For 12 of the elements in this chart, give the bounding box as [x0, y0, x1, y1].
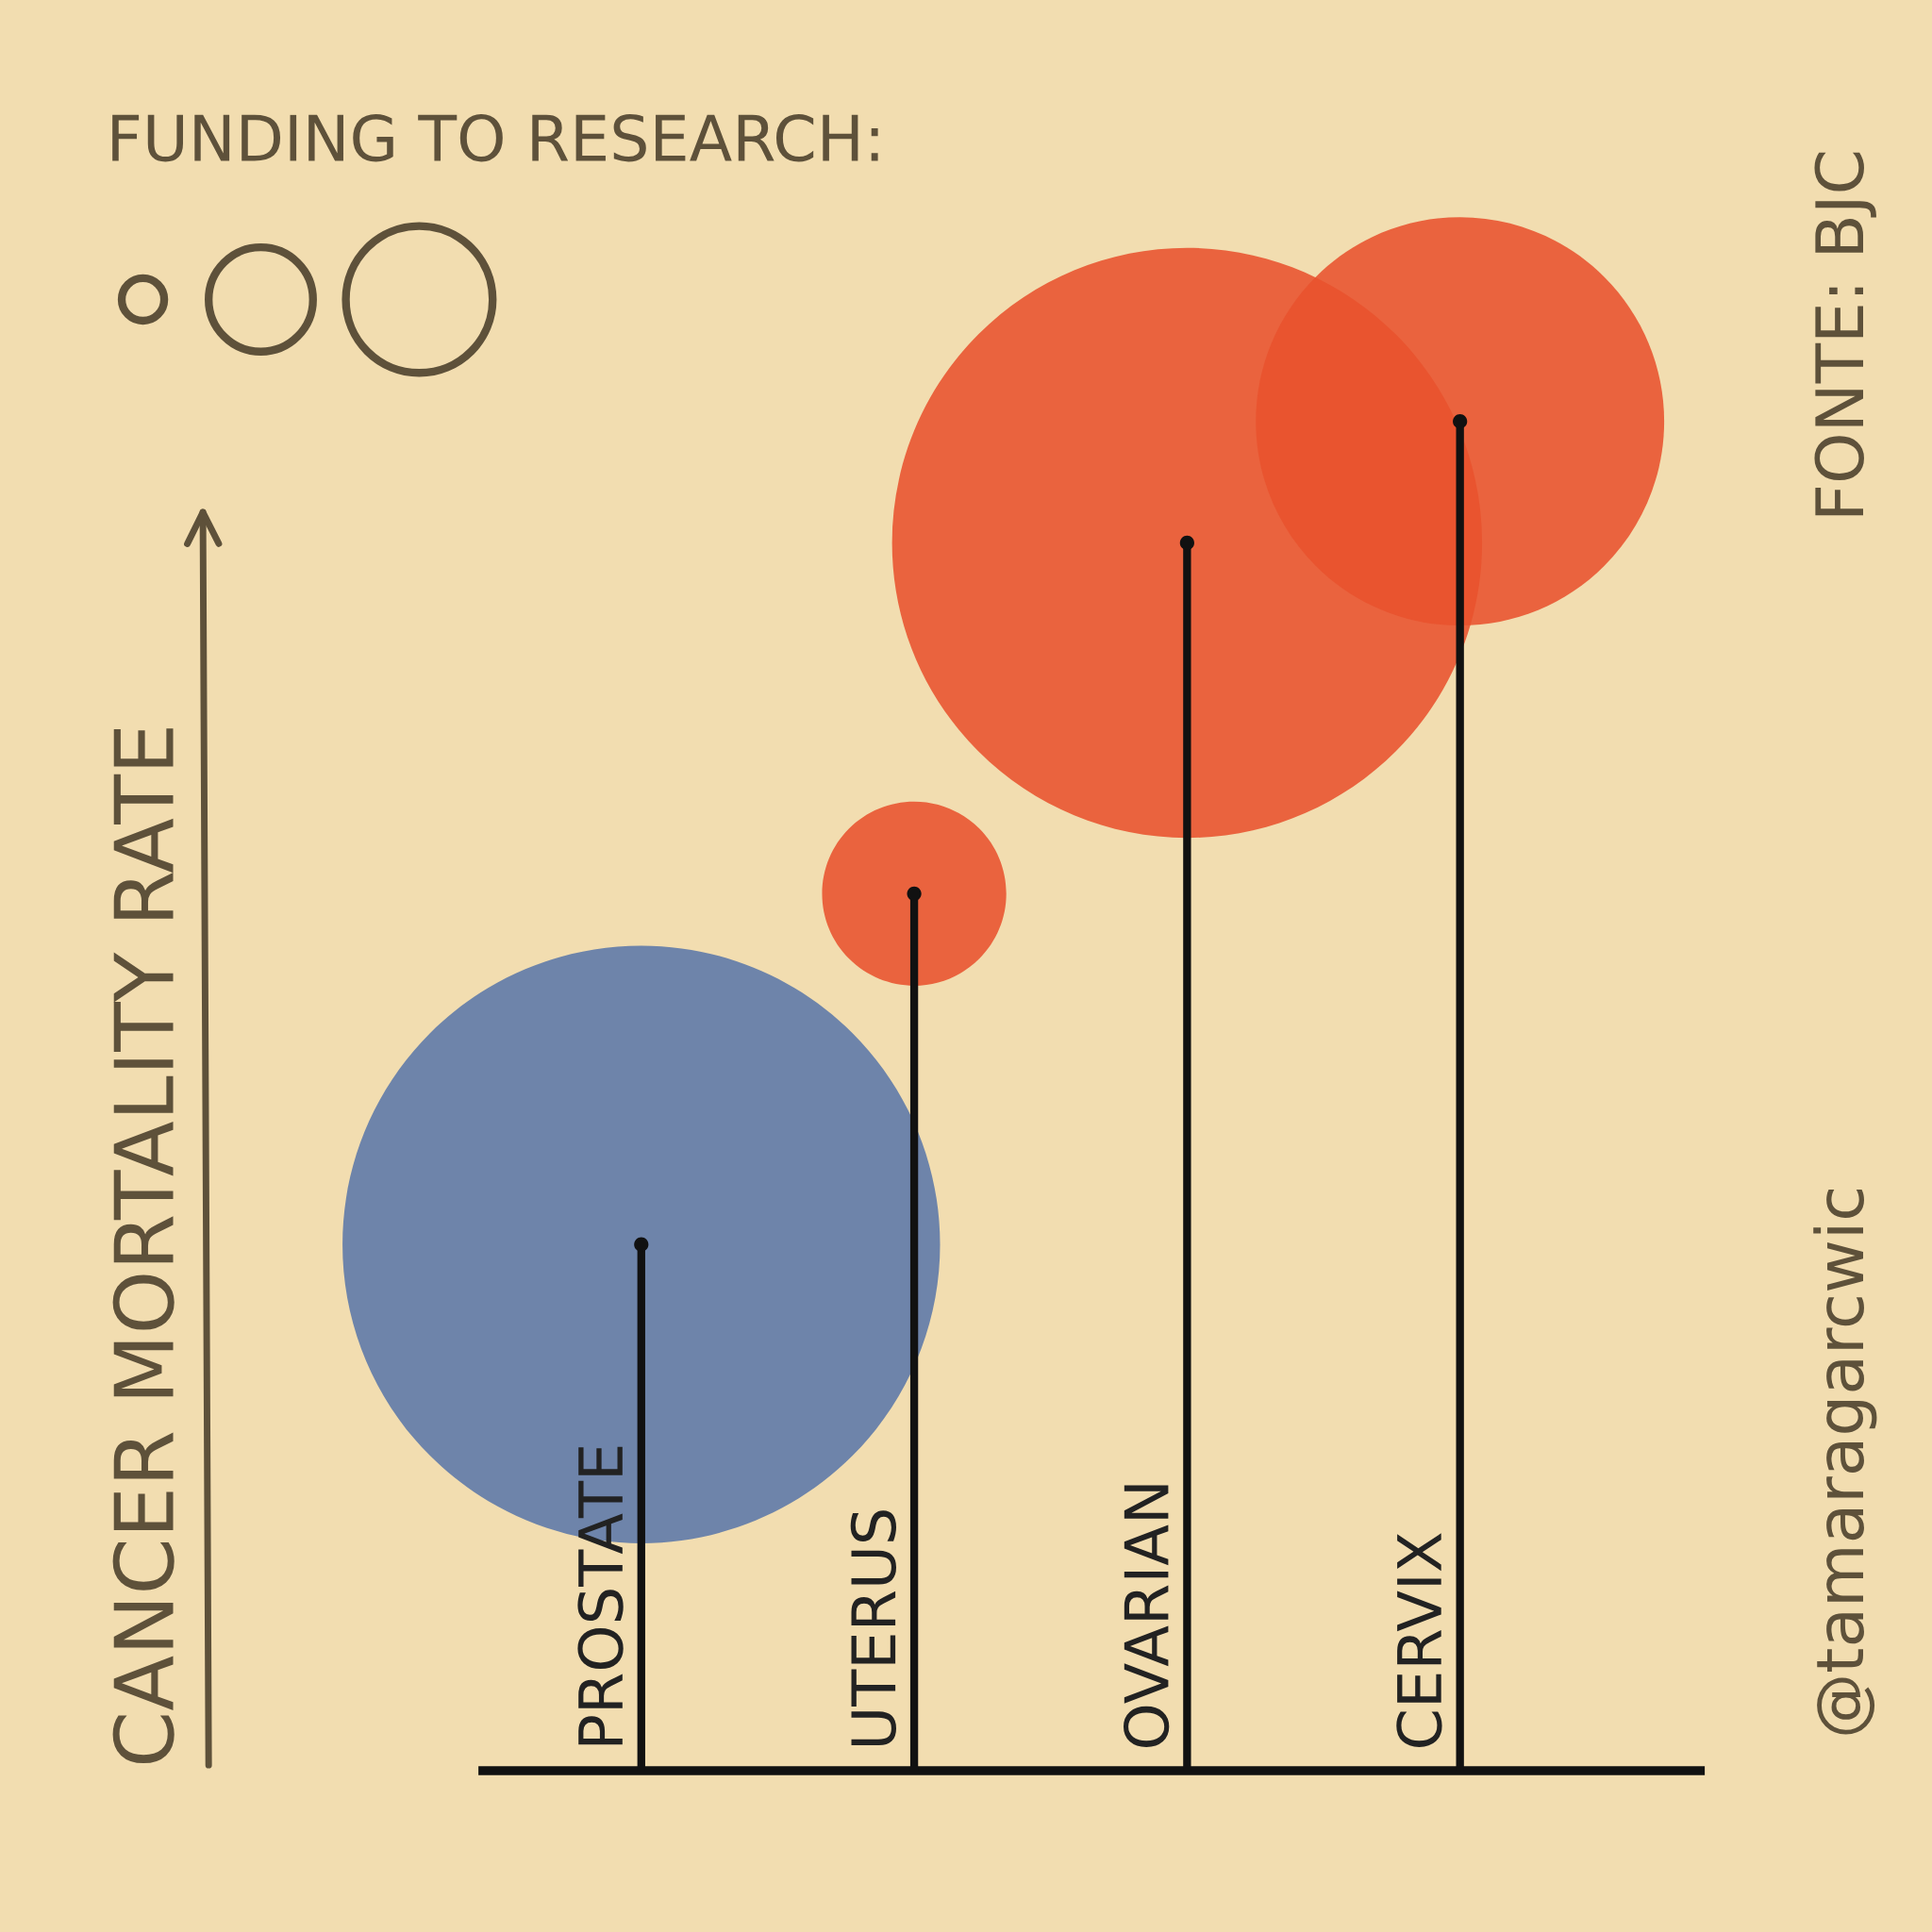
- x-tick-label: OVARIAN: [1123, 1485, 1170, 1747]
- point: [1179, 535, 1194, 550]
- legend-title: FUNDING TO RESEARCH:: [112, 113, 878, 162]
- x-tick-label: PROSTATE: [577, 1446, 624, 1745]
- text: @tamaragarcwic: [1813, 1189, 1877, 1735]
- point: [634, 1237, 649, 1252]
- x-tick-label: UTERUS: [850, 1510, 897, 1745]
- y-axis-title: CANCER MORTALITY RATE: [112, 728, 175, 1764]
- point: [1453, 414, 1468, 429]
- point: [907, 886, 922, 901]
- x-tick-label: CERVIX: [1396, 1533, 1442, 1747]
- source-note: FONTE: BJC: [1814, 152, 1876, 516]
